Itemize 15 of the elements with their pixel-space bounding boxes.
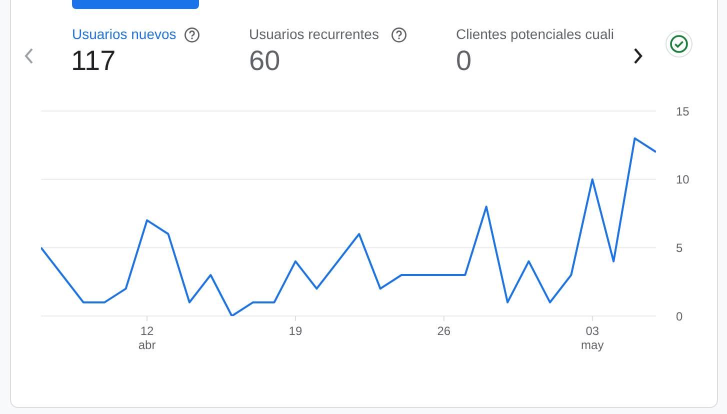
- text: 117: [71, 45, 116, 77]
- y-tick-label: 10: [676, 172, 690, 187]
- y-tick-label: 5: [676, 240, 683, 255]
- x-tick-label: 19: [288, 324, 302, 338]
- text: 0: [456, 45, 472, 77]
- text: Usuarios nuevos: [72, 26, 176, 42]
- x-tick-label: 26: [437, 324, 451, 338]
- x-tick-label: 03 may: [581, 324, 604, 352]
- y-tick-label: 15: [676, 104, 690, 118]
- text: 60: [249, 45, 280, 77]
- line-series: [41, 137, 656, 316]
- text: Usuarios recurrentes: [249, 26, 379, 42]
- y-tick-label: 0: [676, 309, 683, 324]
- text: Clientes potenciales cuali: [456, 26, 614, 42]
- x-tick-label: 12 abr: [138, 324, 156, 352]
